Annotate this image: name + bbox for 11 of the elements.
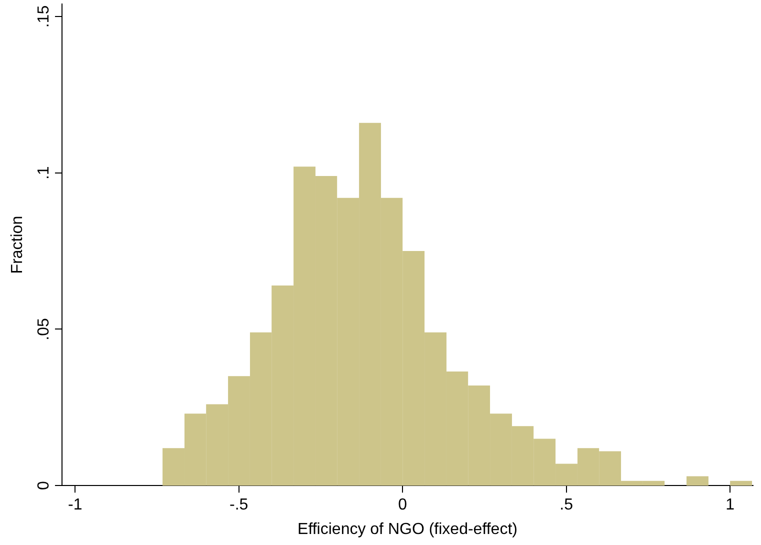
y-axis-title: Fraction — [9, 216, 26, 274]
x-tick-label: .5 — [560, 496, 574, 514]
x-tick-label: -.5 — [230, 496, 248, 514]
y-tick-label: .05 — [35, 318, 52, 340]
x-axis-title: Efficiency of NGO (fixed-effect) — [298, 520, 518, 538]
y-tick-label: .1 — [35, 166, 52, 180]
x-tick-label: 1 — [726, 496, 735, 514]
x-tick-label: -1 — [68, 496, 82, 514]
y-tick-label: .15 — [35, 5, 52, 28]
y-tick-label: 0 — [35, 481, 52, 490]
x-tick-label: 0 — [398, 496, 408, 514]
